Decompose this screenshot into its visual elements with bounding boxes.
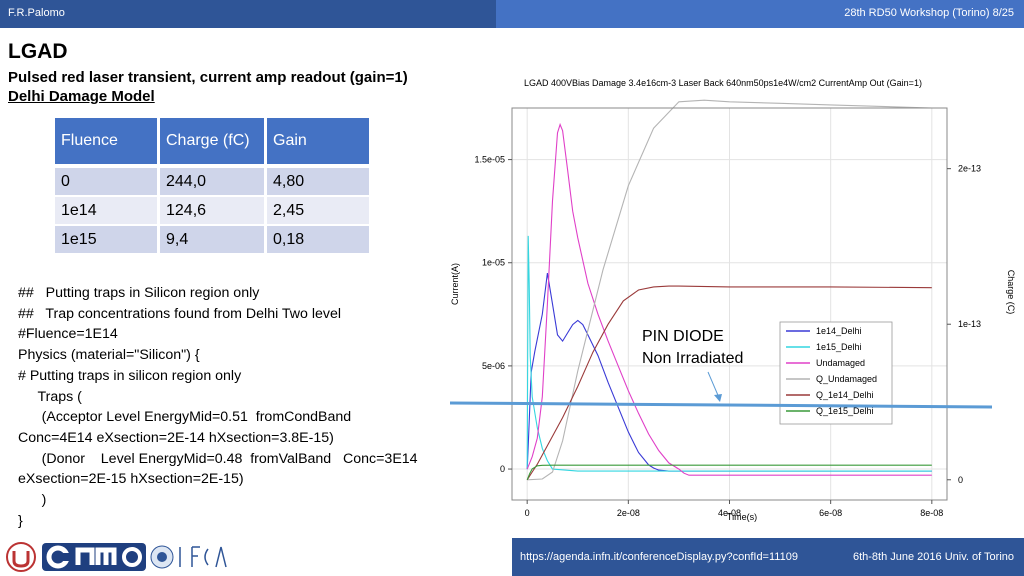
chart-legend: 1e14_Delhi 1e15_Delhi Undamaged Q_Undamaged…	[779, 321, 893, 425]
code-line: )	[18, 492, 47, 509]
table-row: 0 244,0 4,80	[55, 166, 372, 197]
x-tick-label: 8e-08	[920, 508, 943, 518]
y-tick-label: 5e-06	[482, 361, 505, 371]
x-axis-label: Time(s)	[727, 512, 757, 522]
series-line-q-1e15-delhi	[526, 464, 932, 481]
x-tick-label: 0	[525, 508, 530, 518]
code-block: ## Putting traps in Silicon region only #…	[18, 283, 418, 531]
annotation-arrowhead-icon	[714, 394, 722, 402]
header-bar	[0, 0, 1024, 28]
code-line: Traps (	[18, 388, 82, 405]
code-line: (Donor Level EnergyMid=0.48 fromValBand …	[18, 450, 418, 467]
annotation-line-2: Non Irradiated	[642, 350, 743, 367]
table-cell: 1e14	[55, 196, 160, 226]
code-line: Conc=4E14 eXsection=2E-14 hXsection=3.8E…	[18, 429, 334, 446]
author-name: F.R.Palomo	[8, 7, 65, 19]
table-header-cell: Fluence	[55, 118, 160, 168]
series-line-q-undamaged	[527, 99, 932, 481]
annotation-line-1: PIN DIODE	[642, 328, 724, 345]
table-cell: 0	[55, 166, 160, 197]
x-tick-label: 4e-08	[718, 508, 741, 518]
table-cell: 1e15	[55, 225, 160, 255]
chart-series-group	[526, 99, 932, 481]
header-bar-right	[496, 0, 1024, 28]
table-cell: 244,0	[158, 166, 267, 197]
y-tick-label: 1.5e-05	[474, 155, 505, 165]
legend-entry: Q_Undamaged	[816, 374, 877, 384]
table-header-cell: Gain	[265, 118, 372, 168]
y-tick-label: 1e-05	[482, 258, 505, 268]
code-line: }	[18, 512, 23, 529]
slide-subtitle: Pulsed red laser transient, current amp …	[8, 69, 408, 86]
table-cell: 124,6	[158, 196, 267, 226]
university-seal-logo	[6, 542, 36, 572]
code-line: ## Trap concentrations found from Delhi …	[18, 305, 342, 322]
footer-bar-right	[512, 538, 1024, 576]
workshop-page-label: 28th RD50 Workshop (Torino) 8/25	[844, 7, 1014, 19]
x-tick-label: 6e-08	[819, 508, 842, 518]
series-line-q-1e14-delhi	[526, 285, 932, 481]
transient-current-chart: LGAD 400VBias Damage 3.4e16cm-3 Laser Ba…	[450, 78, 1016, 522]
series-line-1e15-delhi	[526, 235, 932, 472]
y2-tick-label: 1e-13	[958, 319, 981, 329]
code-line: eXsection=2E-15 hXsection=2E-15)	[18, 471, 244, 488]
header-bar-left	[0, 0, 496, 28]
y-tick-label: 0	[500, 464, 505, 474]
table-header-cell: Charge (fC)	[158, 118, 267, 168]
slide-title: LGAD	[8, 40, 68, 63]
code-line: Physics (material="Silicon") {	[18, 347, 200, 364]
ifca-logo	[150, 545, 227, 569]
legend-entry: 1e14_Delhi	[816, 326, 862, 336]
damage-model-heading: Delhi Damage Model	[8, 88, 155, 105]
y2-axis-label: Charge (C)	[1006, 270, 1016, 315]
table-cell: 2,45	[265, 196, 372, 226]
series-line-undamaged	[526, 122, 932, 476]
table-header-row: Fluence Charge (fC) Gain	[55, 118, 372, 168]
code-line: #Fluence=1E14	[18, 326, 118, 343]
pin-diode-reference-line	[450, 401, 993, 409]
chart-title: LGAD 400VBias Damage 3.4e16cm-3 Laser Ba…	[524, 78, 922, 88]
y-axis-label: Current(A)	[450, 263, 460, 305]
code-line: # Putting traps in silicon region only	[18, 367, 242, 384]
cnm-logo	[42, 543, 146, 571]
series-line-1e14-delhi	[526, 273, 932, 472]
table-row: 1e14 124,6 2,45	[55, 196, 372, 226]
y2-tick-label: 2e-13	[958, 164, 981, 174]
chart-ticks: 0 2e-08 4e-08 6e-08 8e-08 0 5e-06 1e-05 1.5e-05 0…	[474, 155, 981, 518]
legend-entry: 1e15_Delhi	[816, 342, 862, 352]
results-table: Fluence Charge (fC) Gain 0 244,0 4,80 1e…	[55, 118, 372, 255]
code-line: (Acceptor Level EnergyMid=0.51 fromCondB…	[18, 409, 352, 426]
conference-url: https://agenda.infn.it/conferenceDisplay…	[520, 551, 798, 563]
table-cell: 4,80	[265, 166, 372, 197]
legend-entry: Undamaged	[816, 358, 865, 368]
footer-date-venue: 6th-8th June 2016 Univ. of Torino	[852, 551, 1014, 563]
table-cell: 9,4	[158, 225, 267, 255]
x-tick-label: 2e-08	[617, 508, 640, 518]
chart-grid	[512, 108, 947, 500]
table-cell: 0,18	[265, 225, 372, 255]
y2-tick-label: 0	[958, 475, 963, 485]
table-row: 1e15 9,4 0,18	[55, 225, 372, 255]
code-line: ## Putting traps in Silicon region only	[18, 285, 260, 301]
legend-entry: Q_1e14_Delhi	[816, 390, 874, 400]
legend-entry: Q_1e15_Delhi	[816, 406, 874, 416]
